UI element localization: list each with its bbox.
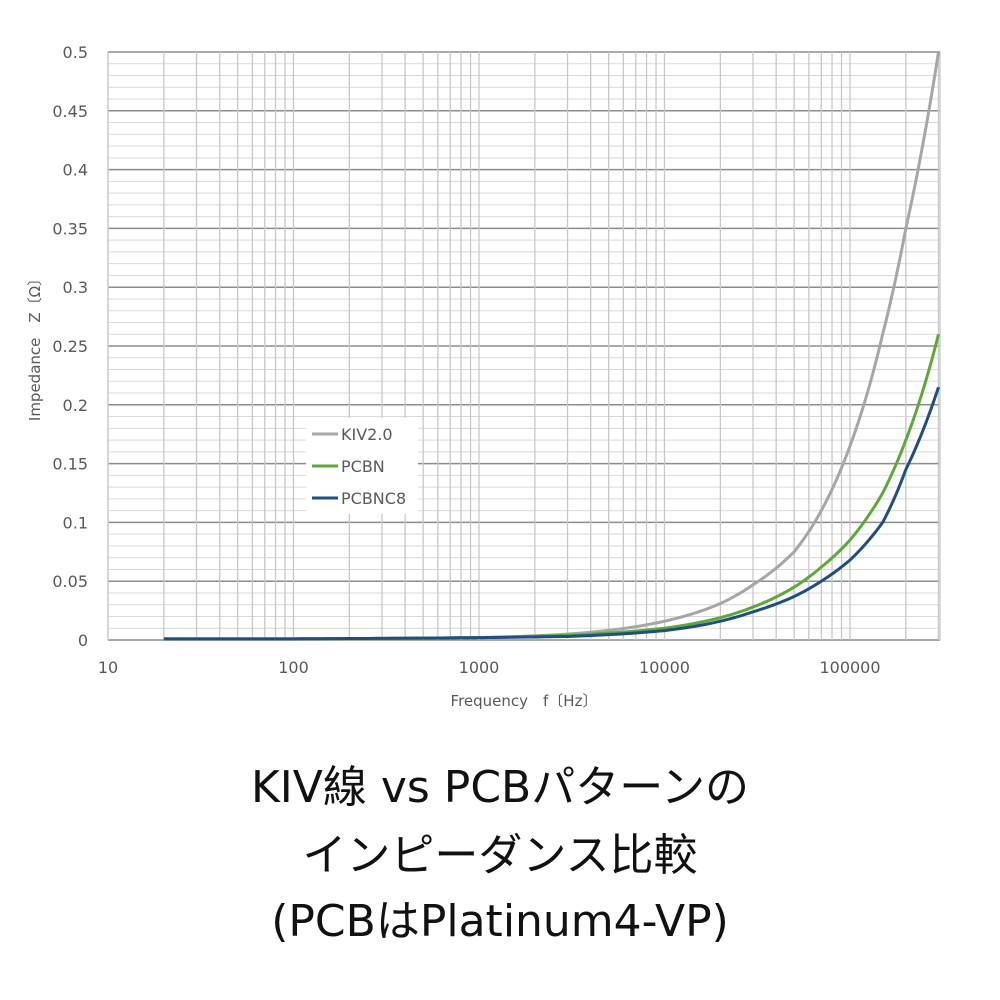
x-tick-label: 1000 <box>459 658 500 677</box>
legend-label: PCBN <box>341 457 385 476</box>
y-tick-labels: 0 0.05 0.1 0.15 0.2 0.25 0.3 0.35 0.4 0.45 0.5 <box>52 43 88 650</box>
grid <box>107 51 941 641</box>
y-tick-label: 0.15 <box>52 455 88 474</box>
y-tick-label: 0.5 <box>63 43 88 62</box>
caption-line-2: インピーダンス比較 <box>302 830 698 881</box>
y-tick-label: 0.4 <box>63 161 88 180</box>
caption-line-3: (PCBはPlatinum4-VP) <box>271 896 729 947</box>
y-tick-label: 0.2 <box>63 396 88 415</box>
legend-label: PCBNC8 <box>341 489 406 508</box>
x-axis-label: Frequency f〔Hz〕 <box>451 692 598 710</box>
y-tick-label: 0 <box>78 631 88 650</box>
y-tick-label: 0.35 <box>52 219 88 238</box>
series-line-pcbnc8 <box>163 386 940 641</box>
caption-line-1: KIV線 vs PCBパターンの <box>250 762 750 813</box>
x-tick-label: 10 <box>98 658 118 677</box>
y-tick-label: 0.45 <box>52 102 88 121</box>
y-tick-label: 0.3 <box>63 278 88 297</box>
x-tick-label: 100000 <box>819 658 880 677</box>
y-tick-label: 0.25 <box>52 337 88 356</box>
impedance-chart: 00.050.10.150.20.250.30.350.40.450.5 10 1… <box>26 43 941 710</box>
legend: KIV2.0 PCBN PCBNC8 <box>306 418 418 514</box>
x-tick-label: 10000 <box>639 658 690 677</box>
legend-label: KIV2.0 <box>341 425 393 444</box>
y-tick-label: 0.1 <box>63 513 88 532</box>
x-tick-label: 100 <box>278 658 309 677</box>
series-lines <box>163 51 940 641</box>
y-axis-label: Impedance Z〔Ω〕 <box>26 271 44 421</box>
x-tick-labels: 10 100 1000 10000 100000 <box>98 658 881 677</box>
y-tick-label: 0.05 <box>52 572 88 591</box>
